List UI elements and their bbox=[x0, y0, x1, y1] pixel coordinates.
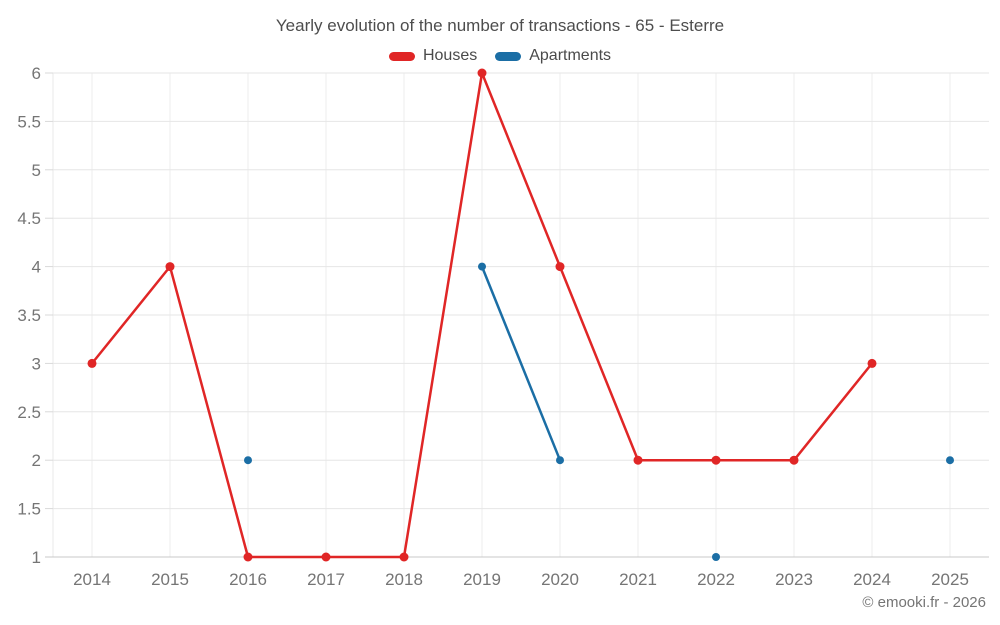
data-point-houses-2023[interactable] bbox=[789, 455, 799, 465]
legend-label-apartments: Apartments bbox=[529, 47, 612, 64]
chart-title: Yearly evolution of the number of transa… bbox=[275, 16, 725, 35]
y-tick-label: 2.5 bbox=[17, 403, 41, 422]
data-point-houses-2018[interactable] bbox=[399, 552, 409, 562]
x-tick-label: 2014 bbox=[73, 570, 111, 589]
data-point-houses-2017[interactable] bbox=[321, 552, 331, 562]
legend-swatch-apartments-icon bbox=[495, 51, 522, 61]
x-tick-label: 2017 bbox=[307, 570, 345, 589]
y-tick-label: 4.5 bbox=[17, 209, 41, 228]
credit-text: © emooki.fr - 2026 bbox=[862, 594, 986, 611]
legend-item-houses[interactable]: Houses bbox=[388, 47, 478, 65]
data-point-houses-2020[interactable] bbox=[555, 262, 565, 272]
data-point-apartments-2025[interactable] bbox=[946, 456, 954, 465]
data-point-houses-2022[interactable] bbox=[711, 455, 721, 465]
legend-item-apartments[interactable]: Apartments bbox=[495, 47, 611, 65]
y-tick-label: 1.5 bbox=[17, 500, 41, 519]
x-tick-label: 2020 bbox=[541, 570, 579, 589]
y-tick-label: 3 bbox=[32, 354, 41, 373]
data-point-apartments-2022[interactable] bbox=[712, 553, 720, 561]
series-line-apartments bbox=[480, 265, 562, 462]
data-point-apartments-2016[interactable] bbox=[244, 456, 252, 465]
y-tick-label: 1 bbox=[32, 548, 41, 567]
data-point-houses-2014[interactable] bbox=[87, 358, 97, 368]
x-tick-label: 2025 bbox=[931, 570, 969, 589]
y-tick-label: 3.5 bbox=[17, 306, 41, 325]
legend: Houses Apartments bbox=[0, 47, 1000, 65]
y-tick-label: 4 bbox=[32, 258, 41, 277]
x-tick-label: 2023 bbox=[775, 570, 813, 589]
data-point-houses-2024[interactable] bbox=[867, 358, 877, 368]
x-tick-label: 2021 bbox=[619, 570, 657, 589]
data-point-houses-2021[interactable] bbox=[633, 455, 643, 465]
x-tick-label: 2022 bbox=[697, 570, 735, 589]
x-tick-label: 2024 bbox=[853, 570, 891, 589]
data-point-apartments-2020[interactable] bbox=[556, 456, 564, 465]
data-point-houses-2015[interactable] bbox=[165, 262, 175, 272]
x-tick-label: 2018 bbox=[385, 570, 423, 589]
y-tick-label: 2 bbox=[32, 451, 41, 470]
legend-swatch-houses-icon bbox=[388, 51, 415, 61]
data-point-apartments-2019[interactable] bbox=[478, 262, 486, 271]
data-point-houses-2019[interactable] bbox=[477, 68, 487, 78]
legend-label-houses: Houses bbox=[422, 47, 478, 64]
x-tick-label: 2015 bbox=[151, 570, 189, 589]
x-tick-label: 2016 bbox=[229, 570, 267, 589]
y-tick-label: 5 bbox=[32, 161, 41, 180]
y-tick-label: 6 bbox=[32, 64, 41, 83]
x-tick-label: 2019 bbox=[463, 570, 501, 589]
data-point-houses-2016[interactable] bbox=[243, 552, 253, 562]
y-tick-label: 5.5 bbox=[17, 112, 41, 131]
